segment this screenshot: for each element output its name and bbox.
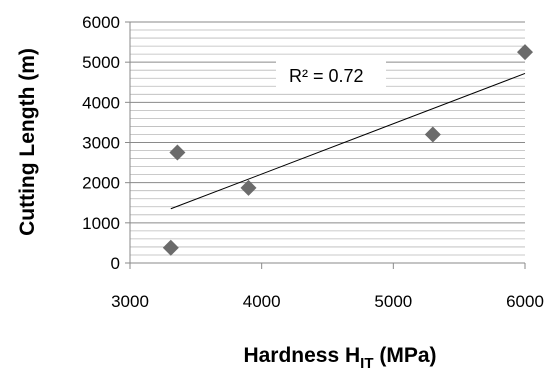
- tick-labels: 0 1000 2000 3000 4000 5000 6000 3000 4000 5000 600…: [82, 13, 544, 311]
- x-axis-title-subscript: IT: [360, 355, 373, 372]
- x-tick-label: 5000: [374, 292, 412, 311]
- y-tick-label: 5000: [82, 53, 120, 72]
- data-point: [169, 144, 186, 161]
- x-tick-label: 3000: [111, 292, 149, 311]
- y-tick-label: 4000: [82, 93, 120, 112]
- trendline-group: [170, 72, 526, 210]
- annotation-background: [276, 56, 386, 92]
- x-axis-title: Hardness HIT (MPa): [243, 344, 436, 372]
- axes: [125, 21, 526, 269]
- x-tick-label: 6000: [506, 292, 544, 311]
- data-point: [517, 44, 533, 61]
- r-squared-box: R² = 0.72: [276, 56, 386, 92]
- trendline: [170, 72, 526, 210]
- x-tick-label: 4000: [243, 292, 281, 311]
- y-tick-label: 1000: [82, 214, 120, 233]
- y-tick-label: 3000: [82, 134, 120, 153]
- data-point: [240, 179, 257, 196]
- x-axis-title-main: Hardness H: [243, 344, 360, 367]
- r-squared-annotation: R² = 0.72: [289, 66, 364, 86]
- data-point: [162, 239, 179, 256]
- data-point: [424, 126, 441, 143]
- x-axis-title-unit: (MPa): [379, 344, 436, 367]
- y-tick-label: 2000: [82, 174, 120, 193]
- y-tick-label: 6000: [82, 13, 120, 32]
- y-axis-title: Cutting Length (m): [16, 48, 39, 236]
- y-tick-label: 0: [111, 254, 120, 273]
- data-points: [162, 44, 533, 256]
